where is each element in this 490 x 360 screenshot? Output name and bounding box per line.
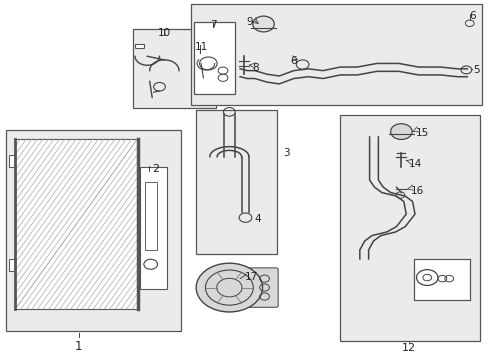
Text: 10: 10 [158, 28, 171, 37]
Bar [15, 139, 138, 309]
Bar [196, 110, 277, 253]
Text: 4: 4 [255, 214, 261, 224]
Text: 7: 7 [210, 21, 217, 30]
Circle shape [196, 263, 263, 312]
Text: 16: 16 [411, 186, 424, 197]
Circle shape [253, 16, 274, 32]
Bar [5, 130, 181, 330]
Text: 11: 11 [195, 42, 208, 52]
Text: 6: 6 [291, 56, 297, 66]
Text: 5: 5 [473, 64, 480, 75]
Circle shape [391, 124, 412, 139]
Text: 8: 8 [252, 63, 259, 73]
Bar [191, 4, 482, 105]
Bar [145, 182, 157, 250]
Text: 3: 3 [283, 148, 290, 158]
Text: 2: 2 [152, 164, 159, 174]
Text: 17: 17 [245, 272, 258, 282]
Text: 1: 1 [75, 339, 83, 352]
Text: 12: 12 [402, 343, 416, 353]
Bar [8, 155, 15, 167]
Text: 6: 6 [469, 12, 475, 22]
Text: 9: 9 [246, 17, 253, 27]
Text: 14: 14 [409, 159, 422, 169]
Bar [194, 22, 235, 94]
Bar [135, 44, 144, 48]
Bar [133, 30, 216, 108]
Bar [414, 259, 470, 300]
Bar [340, 116, 480, 341]
Bar [140, 167, 167, 289]
FancyBboxPatch shape [229, 268, 278, 307]
Text: 15: 15 [416, 128, 429, 138]
Bar [8, 259, 15, 271]
